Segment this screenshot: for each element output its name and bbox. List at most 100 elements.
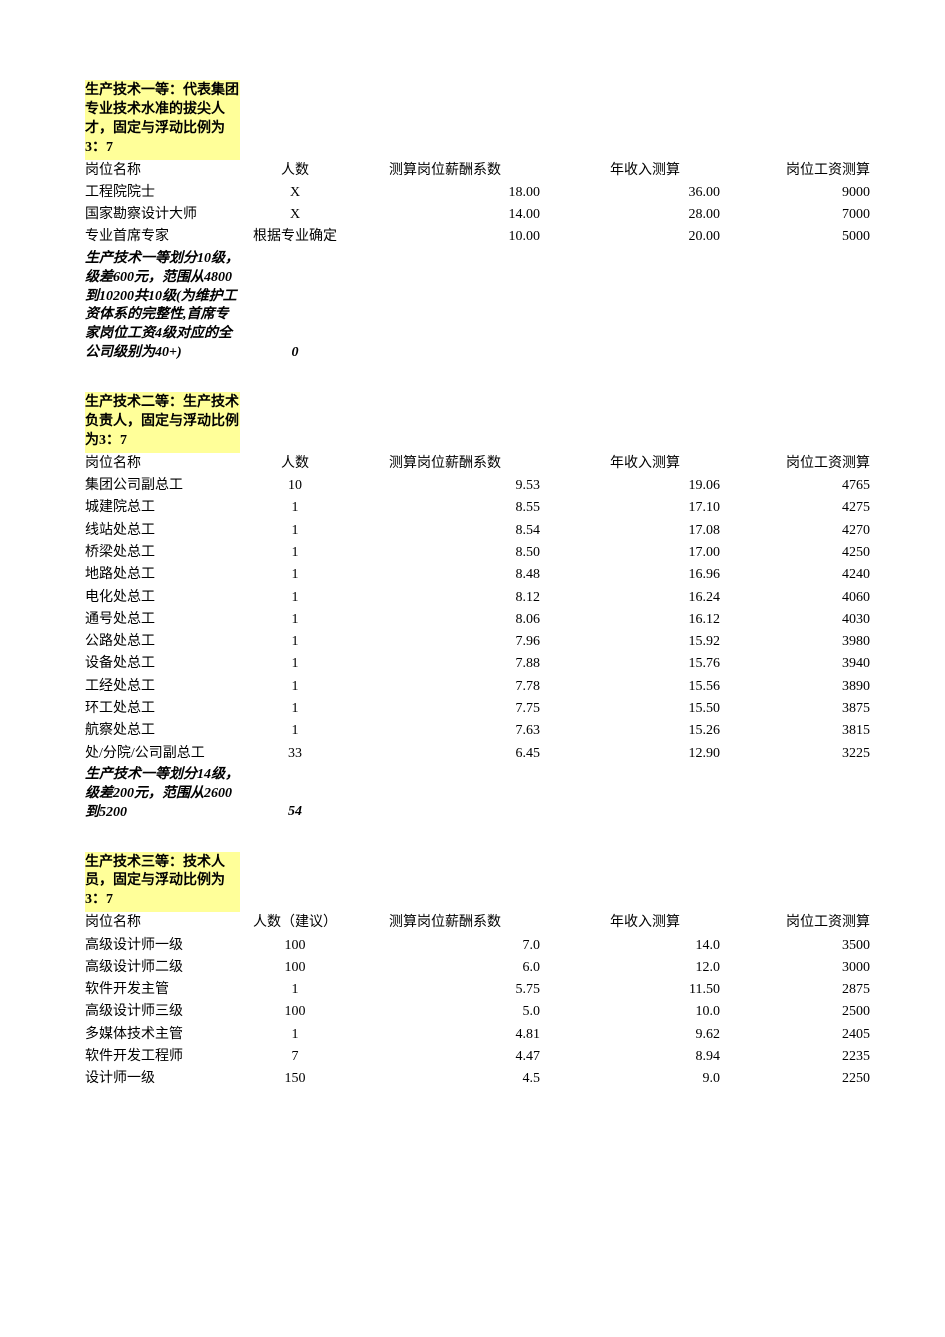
table-cell: 专业首席专家 bbox=[85, 226, 240, 248]
table-cell: 设备处总工 bbox=[85, 653, 240, 675]
table-cell: 处/分院/公司副总工 bbox=[85, 743, 240, 765]
table-cell: 工程院院士 bbox=[85, 182, 240, 204]
note-total-row: 生产技术一等划分10级，级差600元，范围从4800到10200共10级(为维护… bbox=[85, 249, 870, 364]
note-total-row: 生产技术一等划分14级，级差200元，范围从2600到520054 bbox=[85, 765, 870, 824]
table-cell: 8.55 bbox=[350, 497, 570, 519]
table-cell: 5.75 bbox=[350, 979, 570, 1001]
table-cell: 工经处总工 bbox=[85, 676, 240, 698]
table-cell: 2500 bbox=[750, 1001, 870, 1023]
table-cell: 3000 bbox=[750, 957, 870, 979]
table-cell: 9.62 bbox=[570, 1024, 750, 1046]
section-1: 生产技术二等：生产技术负责人，固定与浮动比例为3：7岗位名称人数测算岗位薪酬系数… bbox=[85, 392, 860, 824]
table-cell: 4.5 bbox=[350, 1068, 570, 1090]
table-cell: 1 bbox=[240, 587, 350, 609]
section-note: 生产技术一等划分14级，级差200元，范围从2600到5200 bbox=[85, 766, 240, 823]
table-cell: 7.75 bbox=[350, 698, 570, 720]
table-row: 航察处总工17.6315.263815 bbox=[85, 720, 870, 742]
section-title: 生产技术三等：技术人员，固定与浮动比例为3：7 bbox=[85, 852, 240, 913]
table-cell: 多媒体技术主管 bbox=[85, 1024, 240, 1046]
table-cell: 2405 bbox=[750, 1024, 870, 1046]
table-cell: 17.10 bbox=[570, 497, 750, 519]
col-header: 岗位名称 bbox=[85, 160, 240, 182]
table-cell: 15.76 bbox=[570, 653, 750, 675]
table-row: 高级设计师二级1006.012.03000 bbox=[85, 957, 870, 979]
table-row: 公路处总工17.9615.923980 bbox=[85, 631, 870, 653]
col-header: 年收入测算 bbox=[570, 453, 750, 475]
col-header: 岗位名称 bbox=[85, 912, 240, 934]
table-row: 软件开发工程师74.478.942235 bbox=[85, 1046, 870, 1068]
table-cell: 1 bbox=[240, 497, 350, 519]
table-cell: 国家勘察设计大师 bbox=[85, 204, 240, 226]
table-cell: 10.0 bbox=[570, 1001, 750, 1023]
col-header: 年收入测算 bbox=[570, 160, 750, 182]
table-cell: 环工处总工 bbox=[85, 698, 240, 720]
table-cell: 5000 bbox=[750, 226, 870, 248]
table-cell: 软件开发工程师 bbox=[85, 1046, 240, 1068]
table-cell: 16.12 bbox=[570, 609, 750, 631]
table-cell: 15.92 bbox=[570, 631, 750, 653]
section-title: 生产技术二等：生产技术负责人，固定与浮动比例为3：7 bbox=[85, 392, 240, 453]
table-cell: 8.50 bbox=[350, 542, 570, 564]
table-cell: 高级设计师二级 bbox=[85, 957, 240, 979]
table-cell: X bbox=[240, 204, 350, 226]
table-cell: 16.96 bbox=[570, 564, 750, 586]
col-header: 岗位名称 bbox=[85, 453, 240, 475]
salary-table: 岗位名称人数（建议）测算岗位薪酬系数年收入测算岗位工资测算高级设计师一级1007… bbox=[85, 912, 870, 1090]
table-cell: 9000 bbox=[750, 182, 870, 204]
table-cell: 3890 bbox=[750, 676, 870, 698]
col-header: 人数（建议） bbox=[240, 912, 350, 934]
table-cell: 1 bbox=[240, 979, 350, 1001]
table-row: 桥梁处总工18.5017.004250 bbox=[85, 542, 870, 564]
table-row: 线站处总工18.5417.084270 bbox=[85, 520, 870, 542]
table-cell: 8.54 bbox=[350, 520, 570, 542]
table-row: 设计师一级1504.59.02250 bbox=[85, 1068, 870, 1090]
col-header: 岗位工资测算 bbox=[750, 160, 870, 182]
table-cell: 6.0 bbox=[350, 957, 570, 979]
table-cell: 8.94 bbox=[570, 1046, 750, 1068]
table-cell: 4765 bbox=[750, 475, 870, 497]
table-cell: 1 bbox=[240, 1024, 350, 1046]
table-cell: 1 bbox=[240, 653, 350, 675]
table-cell: 14.00 bbox=[350, 204, 570, 226]
table-cell: 集团公司副总工 bbox=[85, 475, 240, 497]
table-cell: 15.50 bbox=[570, 698, 750, 720]
table-row: 环工处总工17.7515.503875 bbox=[85, 698, 870, 720]
table-cell: 4250 bbox=[750, 542, 870, 564]
table-cell: 7.63 bbox=[350, 720, 570, 742]
section-total: 0 bbox=[240, 249, 350, 364]
table-cell: 3815 bbox=[750, 720, 870, 742]
table-cell: 14.0 bbox=[570, 935, 750, 957]
table-cell: 17.00 bbox=[570, 542, 750, 564]
table-cell: 4060 bbox=[750, 587, 870, 609]
table-row: 设备处总工17.8815.763940 bbox=[85, 653, 870, 675]
table-cell: 7000 bbox=[750, 204, 870, 226]
table-cell: 1 bbox=[240, 676, 350, 698]
col-header: 测算岗位薪酬系数 bbox=[350, 912, 570, 934]
table-cell: 1 bbox=[240, 720, 350, 742]
table-cell: 12.90 bbox=[570, 743, 750, 765]
table-cell: 1 bbox=[240, 520, 350, 542]
col-header: 测算岗位薪酬系数 bbox=[350, 453, 570, 475]
table-cell: 5.0 bbox=[350, 1001, 570, 1023]
table-cell: 8.06 bbox=[350, 609, 570, 631]
table-cell: 通号处总工 bbox=[85, 609, 240, 631]
table-cell: 2875 bbox=[750, 979, 870, 1001]
section-0: 生产技术一等：代表集团专业技术水准的拔尖人才，固定与浮动比例为3：7岗位名称人数… bbox=[85, 80, 860, 364]
table-cell: 线站处总工 bbox=[85, 520, 240, 542]
table-cell: 电化处总工 bbox=[85, 587, 240, 609]
table-cell: 7.0 bbox=[350, 935, 570, 957]
table-cell: 公路处总工 bbox=[85, 631, 240, 653]
table-row: 高级设计师三级1005.010.02500 bbox=[85, 1001, 870, 1023]
table-cell: 地路处总工 bbox=[85, 564, 240, 586]
salary-table: 岗位名称人数测算岗位薪酬系数年收入测算岗位工资测算工程院院士X18.0036.0… bbox=[85, 160, 870, 365]
col-header: 岗位工资测算 bbox=[750, 453, 870, 475]
table-header-row: 岗位名称人数（建议）测算岗位薪酬系数年收入测算岗位工资测算 bbox=[85, 912, 870, 934]
table-row: 软件开发主管15.7511.502875 bbox=[85, 979, 870, 1001]
table-cell: 4.81 bbox=[350, 1024, 570, 1046]
table-cell: 10 bbox=[240, 475, 350, 497]
table-cell: 8.12 bbox=[350, 587, 570, 609]
table-cell: 9.0 bbox=[570, 1068, 750, 1090]
table-row: 处/分院/公司副总工336.4512.903225 bbox=[85, 743, 870, 765]
table-row: 通号处总工18.0616.124030 bbox=[85, 609, 870, 631]
table-cell: 19.06 bbox=[570, 475, 750, 497]
